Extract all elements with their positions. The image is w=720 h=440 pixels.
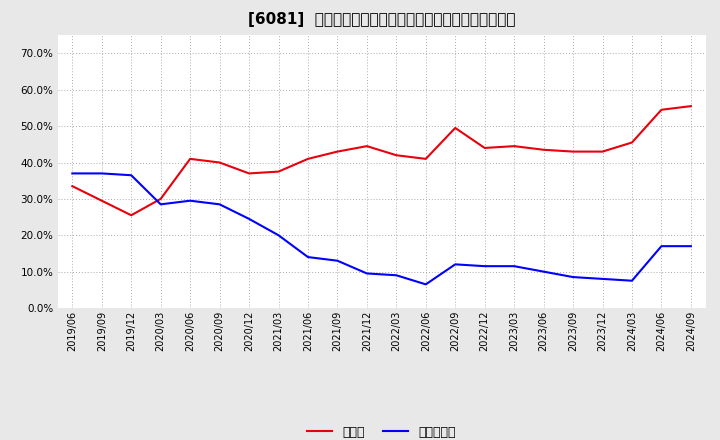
有利子負債 xyxy=(628,278,636,283)
有利子負債 xyxy=(421,282,430,287)
有利子負債 xyxy=(539,269,548,274)
現預金 xyxy=(598,149,607,154)
現預金 xyxy=(628,140,636,145)
有利子負債 xyxy=(510,264,518,269)
有利子負債 xyxy=(97,171,106,176)
現預金 xyxy=(569,149,577,154)
有利子負債 xyxy=(186,198,194,203)
現預金 xyxy=(274,169,283,174)
有利子負債 xyxy=(274,233,283,238)
有利子負債 xyxy=(245,216,253,221)
Title: [6081]  現預金、有利子負債の総資産に対する比率の推移: [6081] 現預金、有利子負債の総資産に対する比率の推移 xyxy=(248,12,516,27)
有利子負債 xyxy=(215,202,224,207)
現預金 xyxy=(539,147,548,152)
現預金 xyxy=(333,149,342,154)
Line: 有利子負債: 有利子負債 xyxy=(72,173,691,284)
有利子負債 xyxy=(598,276,607,282)
現預金 xyxy=(97,198,106,203)
Legend: 現預金, 有利子負債: 現預金, 有利子負債 xyxy=(302,421,461,440)
現預金 xyxy=(657,107,666,112)
有利子負債 xyxy=(657,243,666,249)
有利子負債 xyxy=(363,271,372,276)
Line: 現預金: 現預金 xyxy=(72,106,691,215)
現預金 xyxy=(687,103,696,109)
有利子負債 xyxy=(304,254,312,260)
現預金 xyxy=(480,145,489,150)
有利子負債 xyxy=(127,172,135,178)
現預金 xyxy=(156,196,165,202)
有利子負債 xyxy=(451,262,459,267)
有利子負債 xyxy=(68,171,76,176)
有利子負債 xyxy=(687,243,696,249)
現預金 xyxy=(304,156,312,161)
現預金 xyxy=(215,160,224,165)
現預金 xyxy=(127,213,135,218)
有利子負債 xyxy=(569,275,577,280)
現預金 xyxy=(245,171,253,176)
現預金 xyxy=(421,156,430,161)
現預金 xyxy=(363,143,372,149)
有利子負債 xyxy=(333,258,342,264)
有利子負債 xyxy=(156,202,165,207)
現預金 xyxy=(68,183,76,189)
現預金 xyxy=(510,143,518,149)
現預金 xyxy=(392,153,400,158)
有利子負債 xyxy=(480,264,489,269)
有利子負債 xyxy=(392,273,400,278)
現預金 xyxy=(451,125,459,131)
現預金 xyxy=(186,156,194,161)
